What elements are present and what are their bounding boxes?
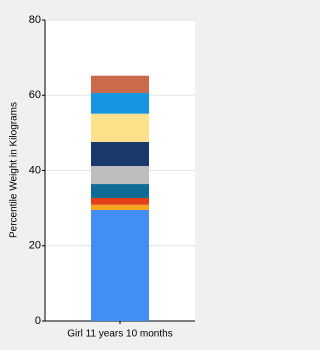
- y-tick-label: 20: [29, 240, 41, 252]
- y-tick-label: 60: [29, 89, 41, 101]
- y-tick-label: 40: [29, 164, 41, 176]
- y-tick-label: 0: [35, 315, 41, 327]
- bar-segment: [91, 75, 149, 93]
- y-tick-label: 80: [29, 14, 41, 26]
- bar-segment: [91, 165, 149, 185]
- bar-segment: [91, 184, 149, 198]
- bar-segment: [91, 204, 149, 211]
- bar-segment: [91, 141, 149, 166]
- y-axis-label: Percentile Weight in Kilograms: [9, 102, 20, 238]
- x-tick-label: Girl 11 years 10 months: [67, 329, 172, 340]
- bar-segment: [91, 197, 149, 205]
- chart: Percentile Weight in Kilograms 0 20 40 60 80…: [9, 14, 195, 340]
- bar-segment: [91, 92, 149, 114]
- bar-segment: [91, 113, 149, 142]
- bar-segment: [91, 210, 149, 321]
